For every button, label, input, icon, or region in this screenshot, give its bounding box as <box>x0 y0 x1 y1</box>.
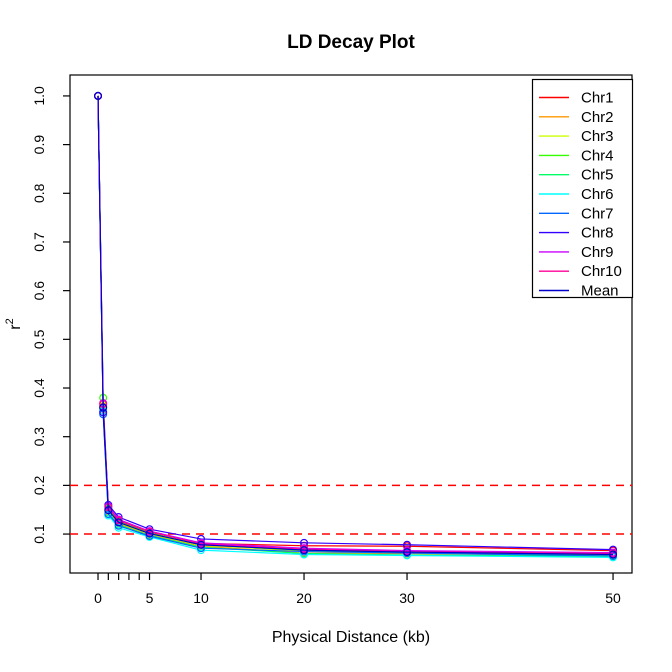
legend-label-chr6: Chr6 <box>581 186 614 203</box>
plot-dynamic-layer: 0.1 0.2 0.3 0.4 0.5 0.6 0.7 0.8 0.9 1.0 0 5 10 20 30 50… <box>31 74 634 606</box>
y-axis-tick-label: 0.8 <box>31 183 47 203</box>
x-axis-tick-label: 0 <box>94 590 102 606</box>
series-point-mean <box>609 550 618 559</box>
x-axis-tick-label: 50 <box>605 590 621 606</box>
legend-box <box>531 78 634 299</box>
y-axis-title-base: r <box>7 324 24 330</box>
series-point-mean <box>300 546 309 555</box>
legend-label-chr1: Chr1 <box>581 90 614 107</box>
y-axis-tick-label: 0.4 <box>31 378 47 398</box>
plot-border <box>69 74 633 574</box>
series-point-mean <box>197 540 206 549</box>
series-point-mean <box>99 403 108 412</box>
legend-label-chr7: Chr7 <box>581 205 614 222</box>
legend-label-chr5: Chr5 <box>581 167 614 184</box>
series-point-mean <box>104 506 113 515</box>
y-axis-title: r2 <box>4 318 24 329</box>
series-point-mean <box>145 529 154 538</box>
x-axis-tick-label: 20 <box>296 590 312 606</box>
series-point-mean <box>114 518 123 527</box>
y-axis-tick-label: 0.1 <box>31 524 47 544</box>
legend-label-chr8: Chr8 <box>581 225 614 242</box>
series-point-mean <box>403 548 412 557</box>
y-axis-tick-label: 0.3 <box>31 427 47 447</box>
legend-label-mean: Mean <box>581 283 619 300</box>
x-axis-tick-label: 10 <box>193 590 209 606</box>
series-line-mean <box>97 95 614 556</box>
x-axis-title: Physical Distance (kb) <box>272 629 430 646</box>
legend-label-chr9: Chr9 <box>581 244 614 261</box>
y-axis-tick-label: 1.0 <box>31 86 47 106</box>
y-axis-tick-label: 0.7 <box>31 232 47 252</box>
y-axis-tick-label: 0.6 <box>31 281 47 301</box>
chart-title: LD Decay Plot <box>287 32 415 53</box>
legend-label-chr3: Chr3 <box>581 128 614 145</box>
y-axis-tick-label: 0.5 <box>31 329 47 349</box>
series-point-mean <box>94 91 103 100</box>
legend-label-chr2: Chr2 <box>581 109 614 126</box>
x-axis-tick-label: 30 <box>399 590 415 606</box>
y-axis-tick-label: 0.2 <box>31 475 47 495</box>
x-axis-tick-label: 5 <box>146 590 154 606</box>
y-axis-title-exponent: 2 <box>4 318 16 324</box>
y-axis-tick-label: 0.9 <box>31 135 47 155</box>
legend-label-chr4: Chr4 <box>581 147 614 164</box>
legend-label-chr10: Chr10 <box>581 263 622 280</box>
